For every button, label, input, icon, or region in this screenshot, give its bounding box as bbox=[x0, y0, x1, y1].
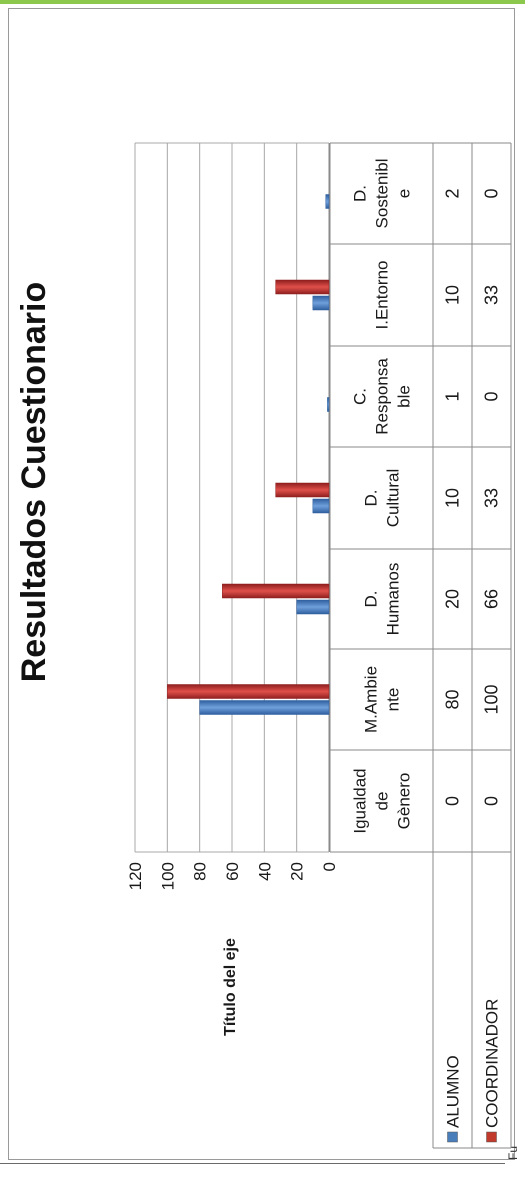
table-value-alumno: 2 bbox=[443, 188, 463, 198]
category-label: I.Entorno bbox=[373, 261, 392, 330]
table-value-alumno: 1 bbox=[443, 391, 463, 401]
category-label: ble bbox=[395, 385, 414, 408]
table-value-coordinador: 100 bbox=[482, 684, 502, 714]
bar-alumno-5 bbox=[312, 295, 330, 311]
table-value-coordinador: 0 bbox=[482, 188, 502, 198]
y-tick-label: 100 bbox=[158, 862, 177, 890]
category-label: nte bbox=[384, 688, 403, 712]
table-value-alumno: 10 bbox=[443, 488, 463, 508]
bar-alumno-6 bbox=[325, 194, 330, 209]
bar-alumno-3 bbox=[312, 498, 330, 514]
bar-alumno-4 bbox=[327, 397, 330, 412]
table-value-alumno: 20 bbox=[443, 589, 463, 609]
bar-coordinador-3 bbox=[275, 482, 330, 498]
y-tick-label: 0 bbox=[320, 862, 339, 871]
chart-title: Resultados Cuestionario bbox=[15, 282, 53, 683]
category-label: Igualdad bbox=[351, 768, 370, 833]
legend-key-coordinador bbox=[486, 1131, 497, 1143]
legend-label-coordinador: COORDINADOR bbox=[483, 999, 502, 1128]
category-label: C. bbox=[351, 388, 370, 405]
table-value-alumno: 10 bbox=[443, 285, 463, 305]
y-tick-label: 80 bbox=[191, 862, 210, 881]
bottom-rule bbox=[0, 1163, 505, 1164]
bar-alumno-1 bbox=[199, 700, 330, 715]
data-table bbox=[329, 142, 512, 1149]
table-value-coordinador: 0 bbox=[482, 796, 502, 806]
table-value-alumno: 0 bbox=[443, 796, 463, 806]
category-label: Cultural bbox=[384, 469, 403, 528]
y-tick-label: 60 bbox=[223, 862, 242, 881]
legend-key-alumno bbox=[447, 1131, 458, 1143]
table-value-coordinador: 66 bbox=[482, 589, 502, 609]
category-label: Humanos bbox=[384, 563, 403, 636]
category-label: Responsa bbox=[373, 358, 392, 435]
category-label: Gènero bbox=[395, 773, 414, 830]
bar-coordinador-2 bbox=[222, 583, 330, 599]
bars bbox=[167, 194, 330, 715]
category-label: e bbox=[395, 189, 414, 198]
category-label: de bbox=[373, 792, 392, 811]
category-label: D. bbox=[351, 185, 370, 202]
category-label: Sostenibl bbox=[373, 159, 392, 229]
table-value-coordinador: 0 bbox=[482, 391, 502, 401]
y-tick-label: 20 bbox=[288, 862, 307, 881]
y-tick-label: 40 bbox=[255, 862, 274, 881]
category-label: M.Ambie bbox=[362, 666, 381, 733]
top-accent-bar bbox=[0, 0, 525, 4]
table-value-coordinador: 33 bbox=[482, 285, 502, 305]
category-label: D. bbox=[362, 591, 381, 608]
bar-coordinador-5 bbox=[275, 279, 330, 295]
category-label: D. bbox=[362, 490, 381, 507]
gridlines bbox=[134, 142, 330, 853]
table-value-coordinador: 33 bbox=[482, 488, 502, 508]
bar-coordinador-1 bbox=[167, 684, 330, 699]
bar-alumno-2 bbox=[296, 599, 330, 615]
table-value-alumno: 80 bbox=[443, 689, 463, 709]
y-tick-label: 120 bbox=[126, 862, 145, 890]
y-axis-label: Título del eje bbox=[222, 938, 239, 1036]
legend-label-alumno: ALUMNO bbox=[444, 1055, 463, 1128]
